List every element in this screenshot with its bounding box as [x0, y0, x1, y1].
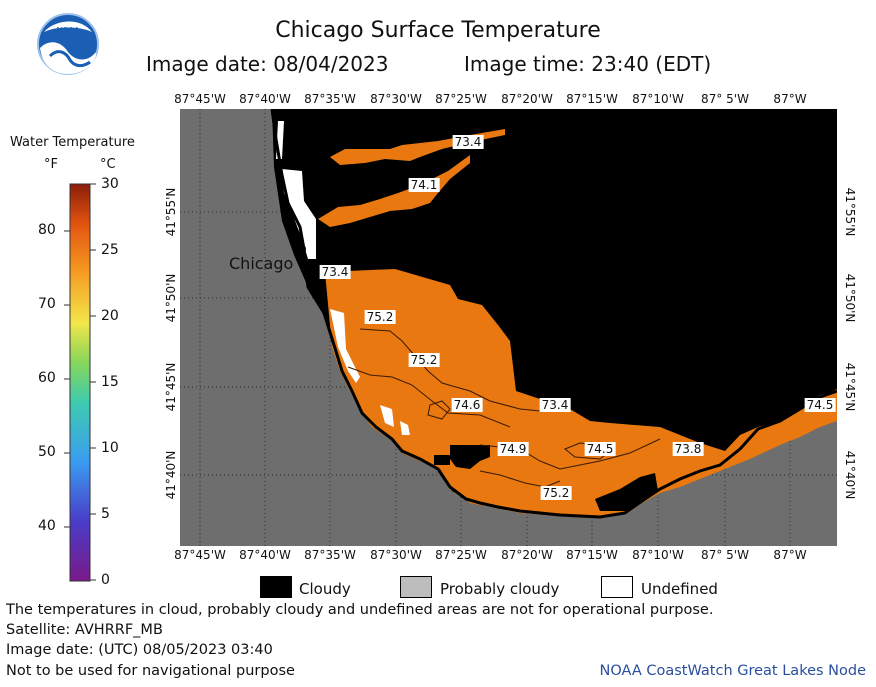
- temp-label: 74.5: [804, 398, 836, 412]
- page-title: Chicago Surface Temperature: [275, 18, 601, 43]
- undefined-area: [400, 421, 410, 435]
- lat-label-left: 41°45'N: [164, 362, 178, 412]
- footer-utc-date: Image date: (UTC) 08/05/2023 03:40: [6, 642, 273, 658]
- lon-label-top: 87°30'W: [370, 92, 422, 106]
- lon-label-top: 87°10'W: [632, 92, 684, 106]
- legend-swatch-probably-cloudy: [400, 576, 432, 598]
- legend-label-probably-cloudy: Probably cloudy: [440, 580, 560, 598]
- cloud-patch: [595, 473, 658, 511]
- legend-label-undefined: Undefined: [641, 580, 718, 598]
- noaa-logo: NOAA: [37, 13, 99, 75]
- lon-label-bottom: 87°W: [773, 548, 807, 562]
- temp-label: 73.4: [539, 398, 571, 412]
- shoreline: [270, 109, 837, 519]
- temp-label: 73.4: [452, 135, 484, 149]
- temp-label: 75.2: [540, 486, 572, 500]
- cloud-patch: [434, 455, 450, 465]
- lon-label-top: 87° 5'W: [701, 92, 749, 106]
- lon-label-bottom: 87°40'W: [239, 548, 291, 562]
- undefined-area: [380, 405, 394, 427]
- lon-label-top: 87°25'W: [435, 92, 487, 106]
- lon-label-bottom: 87°20'W: [501, 548, 553, 562]
- legend-swatch-undefined: [601, 576, 633, 598]
- colorbar-f-tick: 60: [38, 370, 56, 386]
- temperature-map: [180, 109, 837, 546]
- temp-label: 75.2: [408, 353, 440, 367]
- undefined-area: [282, 169, 316, 259]
- temp-label: 74.6: [451, 398, 483, 412]
- legend-swatch-cloudy: [260, 576, 292, 598]
- lat-label-right: 41°45'N: [843, 362, 857, 412]
- city-label-chicago: Chicago: [229, 254, 294, 273]
- colorbar: [64, 183, 96, 582]
- lat-label-right: 41°55'N: [843, 187, 857, 237]
- colorbar-f-tick: 80: [38, 222, 56, 238]
- lon-label-bottom: 87°45'W: [174, 548, 226, 562]
- image-time: Image time: 23:40 (EDT): [464, 52, 712, 76]
- footer-disclaimer: The temperatures in cloud, probably clou…: [6, 602, 714, 618]
- footer-navigation-note: Not to be used for navigational purpose: [6, 663, 295, 679]
- temp-label: 74.1: [408, 178, 440, 192]
- image-date: Image date: 08/04/2023: [146, 52, 389, 76]
- colorbar-c-tick: 0: [101, 572, 110, 588]
- lon-label-bottom: 87°15'W: [566, 548, 618, 562]
- lon-label-bottom: 87°30'W: [370, 548, 422, 562]
- footer-satellite: Satellite: AVHRRF_MB: [6, 622, 163, 638]
- temp-label: 73.8: [672, 442, 704, 456]
- temp-label: 74.9: [497, 442, 529, 456]
- colorbar-unit-f: °F: [44, 157, 58, 172]
- chicago-marker: [296, 244, 306, 254]
- cloud-patch: [450, 445, 490, 469]
- colorbar-c-tick: 25: [101, 242, 119, 258]
- lat-label-right: 41°50'N: [843, 273, 857, 323]
- lon-label-bottom: 87°10'W: [632, 548, 684, 562]
- lon-label-bottom: 87°25'W: [435, 548, 487, 562]
- lat-label-left: 41°55'N: [164, 187, 178, 237]
- legend-label-cloudy: Cloudy: [299, 580, 351, 598]
- colorbar-c-tick: 30: [101, 176, 119, 192]
- lon-label-top: 87°W: [773, 92, 807, 106]
- colorbar-c-tick: 20: [101, 308, 119, 324]
- lon-label-top: 87°40'W: [239, 92, 291, 106]
- lon-label-bottom: 87°35'W: [304, 548, 356, 562]
- temp-label: 75.2: [364, 310, 396, 324]
- temp-label: 74.5: [584, 442, 616, 456]
- water-strip: [318, 155, 470, 227]
- colorbar-f-tick: 40: [38, 518, 56, 534]
- lon-label-top: 87°20'W: [501, 92, 553, 106]
- colorbar-f-tick: 70: [38, 296, 56, 312]
- lat-label-right: 41°40'N: [843, 450, 857, 500]
- lat-label-left: 41°50'N: [164, 273, 178, 323]
- lon-label-bottom: 87° 5'W: [701, 548, 749, 562]
- colorbar-title: Water Temperature: [10, 135, 135, 150]
- colorbar-f-tick: 50: [38, 444, 56, 460]
- lon-label-top: 87°15'W: [566, 92, 618, 106]
- lat-label-left: 41°40'N: [164, 450, 178, 500]
- lon-label-top: 87°45'W: [174, 92, 226, 106]
- temp-label: 73.4: [319, 265, 351, 279]
- logo-text: NOAA: [56, 26, 80, 35]
- footer-credit: NOAA CoastWatch Great Lakes Node: [599, 663, 866, 679]
- colorbar-c-tick: 15: [101, 374, 119, 390]
- undefined-area: [330, 309, 360, 383]
- colorbar-c-tick: 5: [101, 506, 110, 522]
- colorbar-unit-c: °C: [100, 157, 116, 172]
- lon-label-top: 87°35'W: [304, 92, 356, 106]
- colorbar-c-tick: 10: [101, 440, 119, 456]
